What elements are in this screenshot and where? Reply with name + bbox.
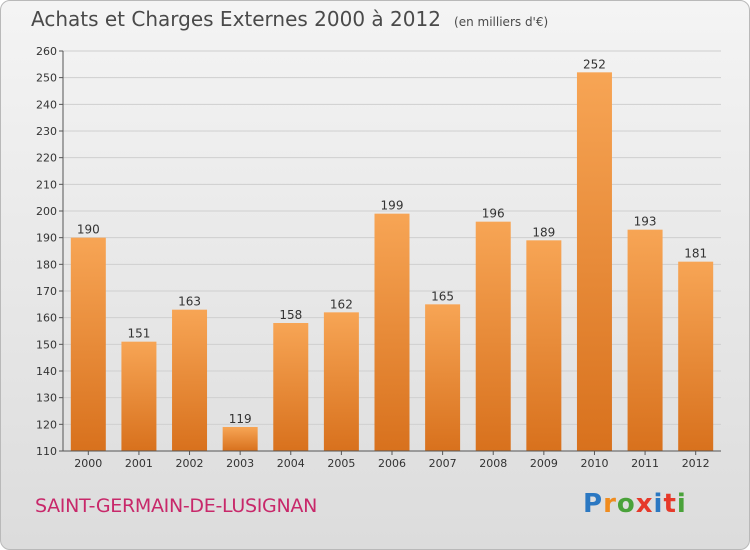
y-tick-label: 130 xyxy=(36,392,57,405)
logo-letter: i xyxy=(653,489,664,519)
bar xyxy=(323,312,359,451)
proxiti-logo[interactable]: Proxiti xyxy=(583,489,687,519)
x-tick-label: 2010 xyxy=(580,457,608,470)
bar xyxy=(576,72,612,451)
bar-value-label: 181 xyxy=(684,247,707,261)
bar xyxy=(121,341,157,451)
y-tick-label: 250 xyxy=(36,72,57,85)
bars: 190 151 163 119 158 162 199 165 196 189 252 193 181 xyxy=(70,57,714,451)
commune-name: SAINT-GERMAIN-DE-LUSIGNAN xyxy=(35,495,317,517)
bar xyxy=(222,427,258,451)
chart-title: Achats et Charges Externes 2000 à 2012 xyxy=(31,7,441,31)
bar-value-label: 252 xyxy=(583,57,606,71)
bar-value-label: 193 xyxy=(634,215,657,229)
x-tick-label: 2001 xyxy=(125,457,153,470)
y-tick-label: 230 xyxy=(36,125,57,138)
chart-title-block: Achats et Charges Externes 2000 à 2012 (… xyxy=(31,7,548,31)
logo-letter: o xyxy=(616,489,636,519)
bar-value-label: 189 xyxy=(532,225,555,239)
bar xyxy=(678,261,714,451)
x-tick-label: 2005 xyxy=(327,457,355,470)
y-tick-label: 150 xyxy=(36,338,57,351)
bar xyxy=(475,221,511,451)
bar xyxy=(425,304,461,451)
y-tick-label: 160 xyxy=(36,312,57,325)
bar-value-label: 151 xyxy=(127,327,150,341)
bar-value-label: 158 xyxy=(279,308,302,322)
bar-value-label: 190 xyxy=(77,223,100,237)
x-tick-label: 2012 xyxy=(682,457,710,470)
x-tick-label: 2006 xyxy=(378,457,406,470)
y-tick-label: 210 xyxy=(36,178,57,191)
x-tick-label: 2000 xyxy=(74,457,102,470)
chart-unit-note: (en milliers d'€) xyxy=(454,15,549,29)
bar xyxy=(374,213,410,451)
x-tick-label: 2004 xyxy=(277,457,305,470)
bar-value-label: 162 xyxy=(330,297,353,311)
bar-value-label: 196 xyxy=(482,207,505,221)
bar-value-label: 119 xyxy=(229,412,252,426)
bar xyxy=(70,237,106,451)
x-tick-label: 2011 xyxy=(631,457,659,470)
logo-letter: t xyxy=(663,489,677,519)
x-tick-label: 2002 xyxy=(176,457,204,470)
bar-value-label: 199 xyxy=(381,199,404,213)
y-tick-label: 260 xyxy=(36,45,57,58)
y-tick-label: 220 xyxy=(36,152,57,165)
y-tick-label: 190 xyxy=(36,232,57,245)
y-tick-label: 180 xyxy=(36,258,57,271)
y-tick-label: 110 xyxy=(36,445,57,458)
y-tick-label: 200 xyxy=(36,205,57,218)
y-tick-label: 120 xyxy=(36,418,57,431)
y-tick-label: 240 xyxy=(36,98,57,111)
bar-value-label: 165 xyxy=(431,289,454,303)
y-tick-label: 140 xyxy=(36,365,57,378)
x-tick-label: 2009 xyxy=(530,457,558,470)
logo-letter: i xyxy=(676,489,687,519)
bar xyxy=(273,323,309,451)
logo-letter: r xyxy=(603,489,617,519)
x-tick-label: 2003 xyxy=(226,457,254,470)
bar-value-label: 163 xyxy=(178,295,201,309)
x-tick-label: 2007 xyxy=(429,457,457,470)
x-tick-label: 2008 xyxy=(479,457,507,470)
bar xyxy=(627,229,663,451)
bar xyxy=(172,309,208,451)
axes: 110 120 130 140 150 160 170 180 190 200 210 220 230 2… xyxy=(36,45,721,470)
y-tick-label: 170 xyxy=(36,285,57,298)
logo-letter: P xyxy=(583,489,604,519)
bar xyxy=(526,240,562,451)
logo-letter: x xyxy=(635,489,654,519)
